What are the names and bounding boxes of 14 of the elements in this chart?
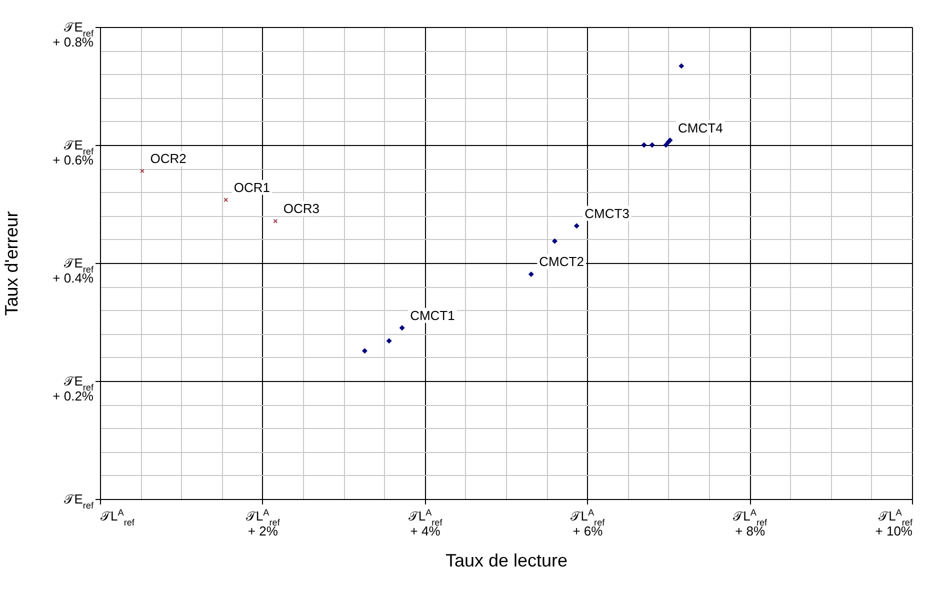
annotation: OCR1 (234, 180, 270, 195)
y-tick-label: 𝒯E$_{ref}$ + 0.2% (52, 374, 94, 404)
y-tick-label: 𝒯E$_{ref}$ + 0.8% (52, 20, 94, 50)
annotation: CMCT2 (539, 254, 584, 270)
annotation: OCR2 (150, 150, 186, 166)
annotation: CMCT3 (584, 206, 630, 221)
y-axis-title: Taux d'erreur (1, 211, 22, 316)
annotation: CMCT4 (678, 120, 723, 136)
annotation: OCR3 (283, 201, 320, 216)
y-tick-label: 𝒯E$_{ref}$ + 0.4% (52, 256, 94, 286)
annotation: CMCT1 (410, 308, 455, 323)
y-tick-label: 𝒯E$_{ref}$ + 0.6% (52, 138, 94, 168)
x-axis-title: Taux de lecture (445, 550, 568, 570)
y-tick-label: 𝒯E$_{ref}$ (64, 492, 94, 510)
